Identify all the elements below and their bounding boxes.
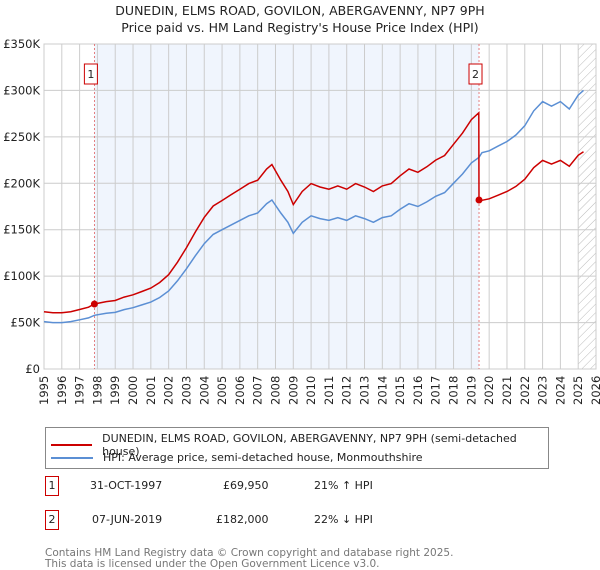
property-price-line: [43, 111, 584, 314]
y-tick-label: £0: [25, 362, 40, 376]
sale-date: 07-JUN-2019: [92, 513, 163, 526]
sale-label: 2: [472, 68, 479, 81]
footer-line: This data is licensed under the Open Gov…: [45, 558, 380, 570]
sale-marker-box: 2: [45, 510, 59, 530]
y-tick-label: £150K: [3, 223, 40, 237]
x-tick-label: 2026: [589, 376, 600, 405]
legend-swatch-red: [51, 444, 93, 446]
plot-area: 1995 1996 1997 1998 1999 2000 2001 2002 2003 2004…: [3, 37, 600, 405]
x-tick-label: 2017: [429, 376, 443, 405]
x-tick-label: 2025: [571, 376, 585, 405]
x-tick-label: 2004: [197, 376, 211, 405]
x-tick-label: 2006: [233, 376, 247, 405]
chart-subtitle: Price paid vs. HM Land Registry's House …: [121, 20, 479, 35]
x-tick-label: 1996: [55, 376, 69, 405]
shaded-ownership-range: [94, 44, 480, 369]
x-tick-label: 1998: [90, 376, 104, 405]
legend: DUNEDIN, ELMS ROAD, GOVILON, ABERGAVENNY…: [45, 427, 549, 469]
x-tick-label: 2012: [340, 376, 354, 405]
x-tick-label: 1995: [37, 376, 51, 405]
x-tick-label: 2001: [144, 376, 158, 405]
y-tick-label: £100K: [3, 269, 40, 283]
x-tick-label: 2008: [268, 376, 282, 405]
footer: Contains HM Land Registry data © Crown c…: [45, 548, 453, 570]
x-tick-label: 2000: [126, 376, 140, 405]
y-tick-label: £50K: [11, 316, 41, 330]
sale-hpi-diff: 21% ↑ HPI: [314, 479, 373, 492]
chart-title: DUNEDIN, ELMS ROAD, GOVILON, ABERGAVENNY…: [115, 3, 485, 18]
sale-label: 1: [87, 68, 94, 81]
legend-item-hpi: HPI: Average price, semi-detached house,…: [51, 451, 423, 464]
y-tick-label: £300K: [3, 83, 40, 97]
x-tick-label: 2022: [518, 376, 532, 405]
sale-label-box: [468, 63, 483, 85]
hpi-line: [43, 89, 584, 324]
sale-label-box: [83, 63, 98, 85]
x-tick-label: 2024: [553, 376, 567, 405]
sale-point: [90, 300, 98, 308]
x-tick-label: 2014: [375, 376, 389, 405]
x-tick-label: 2016: [411, 376, 425, 405]
legend-item-property: DUNEDIN, ELMS ROAD, GOVILON, ABERGAVENNY…: [51, 432, 548, 458]
sale-point: [475, 196, 483, 204]
sale-price: £69,950: [223, 479, 269, 492]
sale-date: 31-OCT-1997: [90, 479, 163, 492]
x-tick-label: 2010: [304, 376, 318, 405]
sale-marker-box: 1: [45, 476, 59, 496]
legend-label: HPI: Average price, semi-detached house,…: [103, 451, 423, 464]
x-tick-label: 1997: [73, 376, 87, 405]
plot-frame: [43, 43, 597, 370]
legend-label: DUNEDIN, ELMS ROAD, GOVILON, ABERGAVENNY…: [102, 432, 517, 458]
future-hatch: [578, 44, 596, 369]
x-tick-label: 2003: [179, 376, 193, 405]
x-tick-label: 2005: [215, 376, 229, 405]
x-tick-label: 1999: [108, 376, 122, 405]
x-tick-label: 2002: [162, 376, 176, 405]
y-tick-label: £200K: [3, 176, 40, 190]
x-tick-label: 2018: [447, 376, 461, 405]
x-tick-label: 2015: [393, 376, 407, 405]
y-tick-label: £350K: [3, 37, 40, 51]
x-tick-label: 2020: [482, 376, 496, 405]
x-tick-label: 2007: [251, 376, 265, 405]
x-tick-label: 2011: [322, 376, 336, 405]
y-tick-label: £250K: [3, 130, 40, 144]
legend-swatch-blue: [51, 456, 93, 459]
sale-hpi-diff: 22% ↓ HPI: [314, 513, 373, 526]
x-tick-label: 2013: [358, 376, 372, 405]
x-tick-label: 2021: [500, 376, 514, 405]
sale-price: £182,000: [216, 513, 269, 526]
footer-line: Contains HM Land Registry data © Crown c…: [45, 547, 454, 559]
x-tick-label: 2019: [464, 376, 478, 405]
x-tick-label: 2023: [536, 376, 550, 405]
x-tick-label: 2009: [286, 376, 300, 405]
